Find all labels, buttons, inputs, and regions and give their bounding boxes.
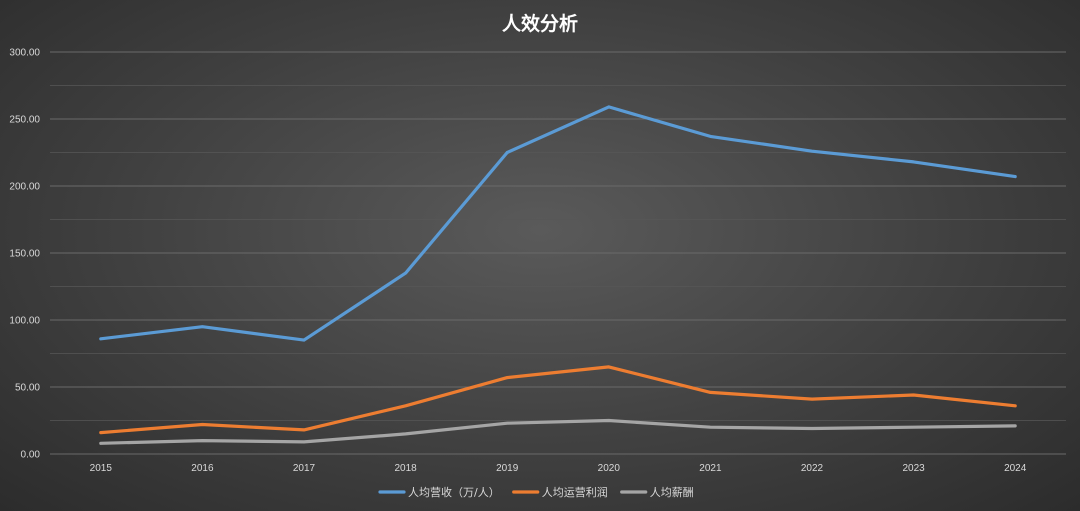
- legend-label-1: 人均营收（万/人）: [408, 485, 500, 499]
- gridlines: [50, 51, 1066, 455]
- x-tick-label: 2017: [293, 463, 316, 474]
- series-line-1: [99, 105, 1017, 342]
- series-lines: [99, 105, 1017, 445]
- x-tick-label: 2024: [1004, 463, 1027, 474]
- x-tick-label: 2016: [191, 463, 214, 474]
- y-tick-label: 200.00: [9, 182, 40, 193]
- x-tick-label: 2015: [90, 463, 113, 474]
- y-tick-label: 0.00: [21, 450, 41, 461]
- legend-label-2: 人均运营利润: [542, 485, 608, 499]
- y-tick-label: 150.00: [9, 249, 40, 260]
- x-tick-label: 2018: [394, 463, 417, 474]
- series-line-2: [99, 365, 1017, 435]
- x-tick-label: 2023: [902, 463, 925, 474]
- chart-title: 人效分析: [502, 12, 578, 35]
- series-line-3: [99, 418, 1017, 445]
- legend: 人均营收（万/人） 人均运营利润 人均薪酬: [378, 485, 694, 499]
- x-tick-label: 2022: [801, 463, 824, 474]
- y-tick-label: 100.00: [9, 316, 40, 327]
- y-tick-label: 300.00: [9, 48, 40, 59]
- x-tick-label: 2021: [699, 463, 722, 474]
- y-tick-label: 250.00: [9, 115, 40, 126]
- x-axis-ticks: 2015 2016 2017 2018 2019 2020 2021 2022 2023 2024: [90, 463, 1027, 474]
- x-tick-label: 2019: [496, 463, 519, 474]
- y-axis-ticks: 0.00 50.00 100.00 150.00 200.00 250.00 300.00: [9, 48, 40, 461]
- y-tick-label: 50.00: [15, 383, 40, 394]
- x-tick-label: 2020: [598, 463, 621, 474]
- legend-label-3: 人均薪酬: [650, 486, 694, 499]
